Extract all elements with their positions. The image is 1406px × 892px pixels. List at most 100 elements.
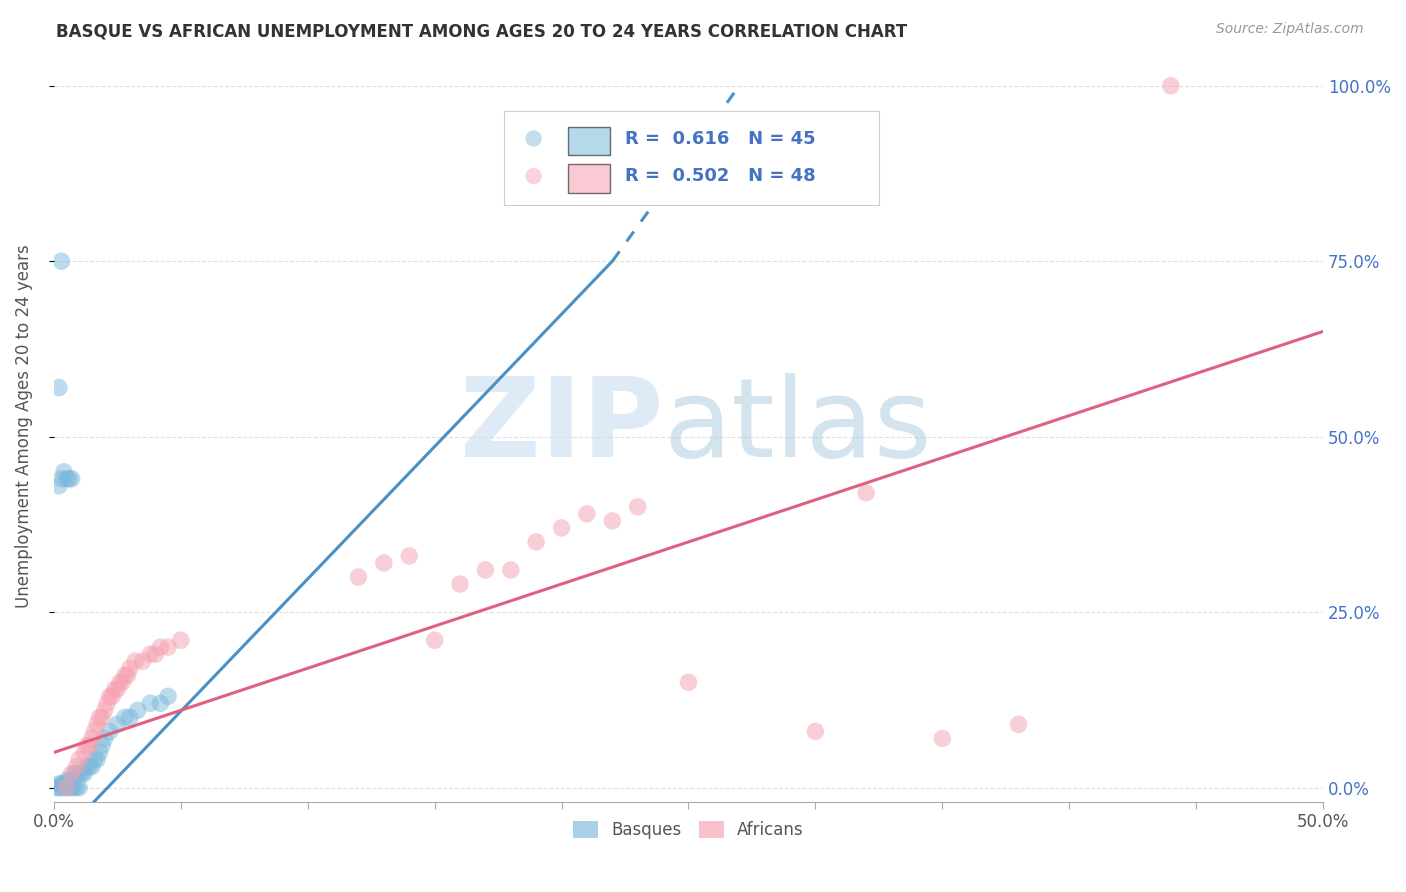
Point	[73, 746, 96, 760]
Point	[373, 556, 395, 570]
Point	[58, 780, 80, 795]
Point	[91, 710, 114, 724]
Point	[53, 780, 76, 795]
Point	[93, 703, 115, 717]
Legend: Basques, Africans: Basques, Africans	[567, 814, 810, 846]
Point	[111, 675, 134, 690]
Point	[48, 479, 70, 493]
Point	[1002, 161, 1025, 175]
Point	[139, 696, 162, 710]
Point	[89, 746, 111, 760]
Point	[86, 752, 108, 766]
Point	[51, 780, 73, 795]
Point	[104, 682, 127, 697]
Y-axis label: Unemployment Among Ages 20 to 24 years: Unemployment Among Ages 20 to 24 years	[15, 244, 32, 608]
Point	[114, 668, 136, 682]
Point	[79, 739, 101, 753]
Text: Source: ZipAtlas.com: Source: ZipAtlas.com	[1216, 22, 1364, 37]
Point	[96, 696, 118, 710]
Point	[93, 731, 115, 746]
Point	[91, 739, 114, 753]
Point	[449, 577, 471, 591]
Point	[55, 773, 77, 788]
Point	[63, 766, 86, 780]
Point	[114, 710, 136, 724]
Point	[117, 668, 139, 682]
Point	[931, 731, 953, 746]
Point	[1160, 78, 1182, 93]
Point	[157, 640, 180, 655]
Point	[550, 521, 572, 535]
Point	[124, 654, 146, 668]
Point	[60, 780, 83, 795]
Point	[118, 710, 141, 724]
Point	[76, 739, 98, 753]
Point	[347, 570, 370, 584]
Point	[45, 780, 67, 795]
Point	[80, 759, 103, 773]
Point	[66, 766, 89, 780]
Point	[63, 780, 86, 795]
Point	[55, 780, 77, 795]
Point	[105, 682, 128, 697]
Point	[53, 777, 76, 791]
Point	[67, 780, 90, 795]
Point	[60, 766, 83, 780]
FancyBboxPatch shape	[568, 164, 610, 193]
Point	[149, 640, 172, 655]
Point	[149, 696, 172, 710]
FancyBboxPatch shape	[568, 127, 610, 155]
Point	[76, 759, 98, 773]
Point	[170, 633, 193, 648]
Text: R =  0.616   N = 45: R = 0.616 N = 45	[626, 129, 815, 147]
Point	[66, 759, 89, 773]
Point	[83, 752, 105, 766]
Point	[58, 472, 80, 486]
Point	[524, 535, 547, 549]
Point	[398, 549, 420, 563]
Point	[127, 703, 149, 717]
Point	[131, 654, 153, 668]
Point	[53, 465, 76, 479]
Point	[855, 485, 877, 500]
Point	[48, 777, 70, 791]
Point	[108, 675, 131, 690]
Point	[1002, 196, 1025, 211]
Point	[145, 647, 167, 661]
Point	[51, 777, 73, 791]
Point	[60, 773, 83, 788]
Text: ZIP: ZIP	[460, 373, 664, 480]
Point	[73, 766, 96, 780]
Point	[474, 563, 496, 577]
Point	[67, 766, 90, 780]
Point	[678, 675, 700, 690]
Text: atlas: atlas	[664, 373, 932, 480]
Point	[51, 472, 73, 486]
Point	[627, 500, 650, 514]
Point	[118, 661, 141, 675]
Point	[55, 780, 77, 795]
Point	[48, 780, 70, 795]
Point	[1007, 717, 1029, 731]
Point	[55, 472, 77, 486]
Point	[67, 752, 90, 766]
Point	[58, 773, 80, 788]
Point	[602, 514, 624, 528]
Point	[79, 759, 101, 773]
Point	[575, 507, 598, 521]
Point	[83, 724, 105, 739]
FancyBboxPatch shape	[505, 111, 879, 204]
Point	[48, 380, 70, 394]
Point	[51, 254, 73, 268]
Point	[105, 717, 128, 731]
Text: R =  0.502   N = 48: R = 0.502 N = 48	[626, 167, 815, 185]
Point	[98, 690, 121, 704]
Point	[66, 780, 89, 795]
Point	[80, 731, 103, 746]
Text: BASQUE VS AFRICAN UNEMPLOYMENT AMONG AGES 20 TO 24 YEARS CORRELATION CHART: BASQUE VS AFRICAN UNEMPLOYMENT AMONG AGE…	[56, 22, 907, 40]
Point	[157, 690, 180, 704]
Point	[70, 766, 93, 780]
Point	[101, 690, 124, 704]
Point	[139, 647, 162, 661]
Point	[499, 563, 522, 577]
